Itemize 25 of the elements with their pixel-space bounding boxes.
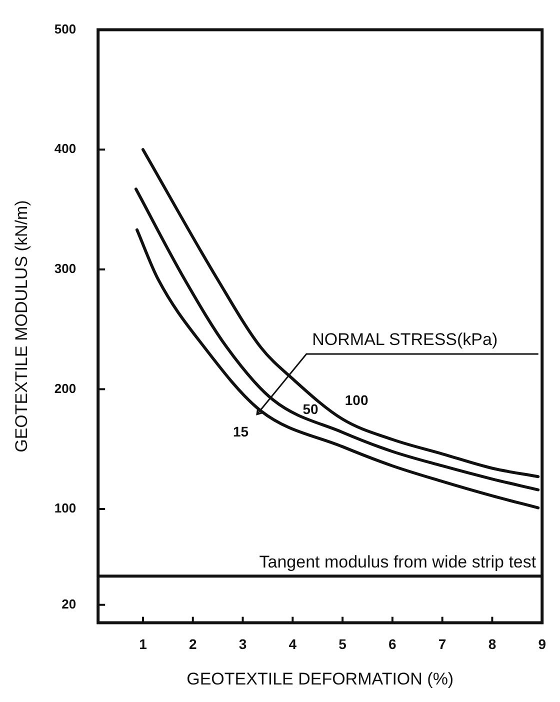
y-tick-label: 500 (54, 21, 76, 36)
series-label: 100 (344, 392, 368, 408)
series-label: 15 (232, 424, 249, 440)
y-tick-label: 400 (54, 141, 76, 156)
y-tick-label: 20 (62, 596, 76, 612)
x-tick-label: 9 (538, 636, 546, 652)
ref-line-label: Tangent modulus from wide strip test (259, 552, 536, 572)
line-series (141, 148, 540, 478)
line-series (134, 188, 540, 492)
x-tick-label: 2 (188, 636, 197, 652)
y-tick-label: 100 (54, 500, 76, 516)
x-axis-title: GEOTEXTILE DEFORMATION (%) (186, 669, 454, 688)
line-series (136, 228, 540, 510)
x-tick-label: 6 (388, 636, 397, 652)
x-tick-label: 3 (238, 636, 247, 652)
x-tick-label: 8 (488, 636, 496, 652)
annotation: NORMAL STRESS(kPa) (312, 330, 498, 350)
x-tick-label: 7 (438, 636, 446, 652)
series-label: 50 (302, 401, 319, 418)
x-tick-label: 1 (139, 636, 148, 652)
y-tick-label: 300 (54, 260, 76, 276)
x-tick-label: 5 (338, 636, 347, 652)
y-axis-title: GEOTEXTILE MODULUS (kN/m) (12, 200, 31, 452)
x-tick-label: 4 (288, 636, 297, 652)
y-tick-label: 200 (54, 380, 76, 396)
